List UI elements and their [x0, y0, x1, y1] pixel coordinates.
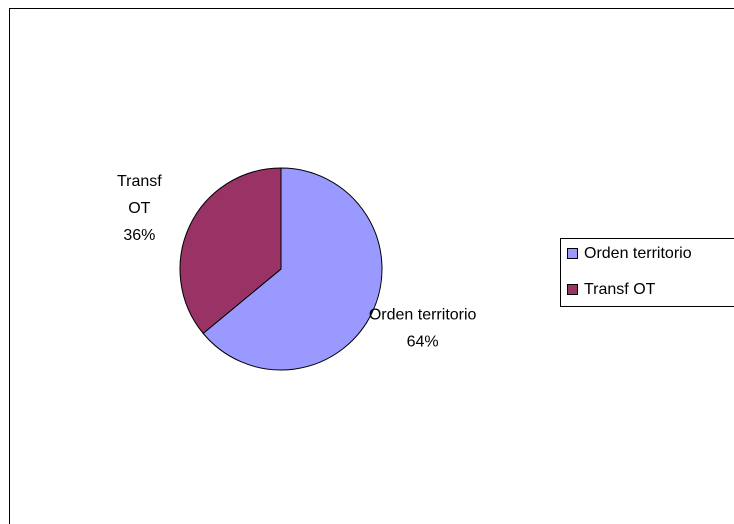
legend-label: Transf OT	[584, 281, 656, 298]
legend-swatch	[567, 248, 578, 259]
pie-slice	[202, 167, 383, 371]
pie-slice	[179, 167, 282, 335]
legend-label: Orden territorio	[584, 245, 692, 262]
data-label-value: 36%	[123, 227, 155, 244]
data-label-value: 64%	[407, 334, 439, 351]
data-label-line: Orden territorio	[369, 307, 477, 324]
data-label-category: Transf OT	[117, 173, 162, 217]
data-label: Orden territorio 64%	[369, 307, 477, 351]
data-label-category: Orden territorio	[369, 307, 477, 324]
legend-swatch	[567, 284, 578, 295]
data-label-line: Transf	[117, 173, 162, 190]
legend-box	[560, 238, 734, 307]
data-label-line: OT	[128, 200, 150, 217]
data-label: Transf OT 36%	[117, 173, 162, 244]
